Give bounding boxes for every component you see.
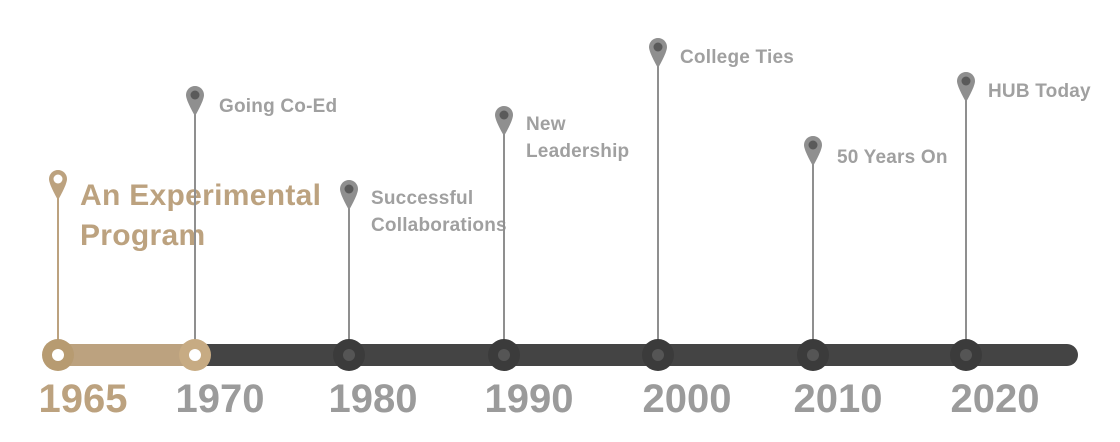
timeline-stem-1980 (348, 206, 350, 346)
map-pin-icon[interactable] (495, 106, 513, 136)
map-pin-icon[interactable] (49, 170, 67, 200)
timeline-node-1980[interactable] (333, 339, 365, 371)
event-title-2000[interactable]: College Ties (680, 44, 794, 71)
timeline-stem-1965 (57, 196, 59, 346)
event-title-line: New (526, 114, 566, 135)
timeline-stem-2020 (965, 98, 967, 346)
map-pin-icon[interactable] (804, 136, 822, 166)
timeline-stem-1970 (194, 112, 196, 346)
node-dot (807, 349, 819, 361)
timeline-node-1990[interactable] (488, 339, 520, 371)
year-label-1965[interactable]: 1965 (38, 377, 128, 421)
event-title-line: Collaborations (371, 215, 507, 236)
map-pin-icon[interactable] (186, 86, 204, 116)
timeline-node-1965[interactable] (42, 339, 74, 371)
timeline-node-2000[interactable] (642, 339, 674, 371)
year-label-1970[interactable]: 1970 (175, 377, 265, 421)
event-title-line: College Ties (680, 47, 794, 68)
timeline-stem-2010 (812, 162, 814, 346)
event-title-line: 50 Years On (837, 147, 948, 168)
year-label-1990[interactable]: 1990 (484, 377, 574, 421)
event-title-line: Going Co-Ed (219, 96, 338, 117)
year-label-1980[interactable]: 1980 (328, 377, 418, 421)
event-title-line: HUB Today (988, 81, 1091, 102)
node-dot (52, 349, 64, 361)
event-title-1990[interactable]: New Leadership (526, 111, 629, 165)
year-label-2000[interactable]: 2000 (642, 377, 732, 421)
node-dot (189, 349, 201, 361)
map-pin-icon[interactable] (340, 180, 358, 210)
timeline-stem-2000 (657, 64, 659, 346)
year-label-2010[interactable]: 2010 (793, 377, 883, 421)
timeline-stem-1990 (503, 132, 505, 346)
event-title-line: An Experimental (80, 179, 322, 212)
node-dot (652, 349, 664, 361)
timeline-node-2010[interactable] (797, 339, 829, 371)
event-title-2010[interactable]: 50 Years On (837, 144, 948, 171)
event-title-line: Program (80, 219, 206, 252)
timeline-node-1970[interactable] (179, 339, 211, 371)
event-title-1965[interactable]: An Experimental Program (80, 176, 321, 256)
node-dot (960, 349, 972, 361)
timeline-progress (46, 344, 206, 366)
node-dot (498, 349, 510, 361)
event-title-1970[interactable]: Going Co-Ed (219, 93, 337, 120)
timeline-node-2020[interactable] (950, 339, 982, 371)
node-dot (343, 349, 355, 361)
map-pin-icon[interactable] (649, 38, 667, 68)
year-label-2020[interactable]: 2020 (950, 377, 1040, 421)
event-title-line: Successful (371, 188, 474, 209)
event-title-1980[interactable]: Successful Collaborations (371, 185, 507, 239)
map-pin-icon[interactable] (957, 72, 975, 102)
event-title-2020[interactable]: HUB Today (988, 78, 1091, 105)
event-title-line: Leadership (526, 141, 630, 162)
